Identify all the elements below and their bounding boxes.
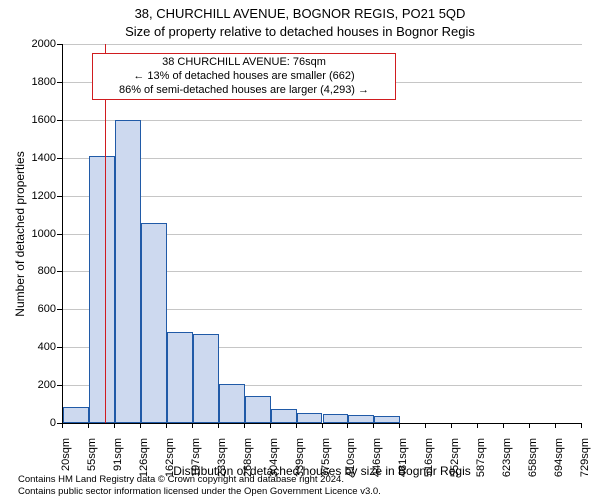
y-tick-mark [57, 271, 62, 272]
histogram-bar [374, 416, 400, 423]
y-tick-mark [57, 347, 62, 348]
histogram-bar [167, 332, 193, 423]
chart-container: { "titles": { "line1": "38, CHURCHILL AV… [0, 0, 600, 500]
y-tick-mark [57, 158, 62, 159]
y-tick-label: 1800 [16, 76, 56, 88]
gridline-h [63, 196, 582, 197]
y-tick-label: 1200 [16, 190, 56, 202]
x-tick-mark [477, 423, 478, 428]
subject-marker-line [105, 44, 106, 423]
x-tick-label: 410sqm [345, 438, 357, 477]
chart-title-line1: 38, CHURCHILL AVENUE, BOGNOR REGIS, PO21… [0, 6, 600, 21]
y-tick-mark [57, 234, 62, 235]
histogram-bar [141, 223, 167, 423]
x-tick-label: 20sqm [60, 438, 72, 471]
plot-area [62, 44, 582, 424]
x-tick-mark [529, 423, 530, 428]
gridline-h [63, 120, 582, 121]
y-tick-mark [57, 385, 62, 386]
histogram-bar [193, 334, 219, 423]
gridline-h [63, 44, 582, 45]
x-tick-mark [192, 423, 193, 428]
histogram-bar [323, 414, 349, 423]
y-tick-mark [57, 196, 62, 197]
y-tick-label: 800 [16, 265, 56, 277]
annotation-line2: ← 13% of detached houses are smaller (66… [99, 70, 389, 84]
x-tick-label: 304sqm [268, 438, 280, 477]
x-tick-label: 197sqm [190, 438, 202, 477]
x-tick-mark [244, 423, 245, 428]
x-tick-mark [166, 423, 167, 428]
histogram-bar [89, 156, 115, 423]
x-tick-mark [399, 423, 400, 428]
histogram-bar [115, 120, 141, 423]
x-tick-mark [296, 423, 297, 428]
y-tick-label: 0 [16, 417, 56, 429]
y-tick-label: 1600 [16, 114, 56, 126]
x-tick-mark [62, 423, 63, 428]
x-tick-label: 268sqm [242, 438, 254, 477]
chart-title-line2: Size of property relative to detached ho… [0, 24, 600, 39]
histogram-bar [297, 413, 323, 423]
y-tick-mark [57, 309, 62, 310]
histogram-bar [63, 407, 89, 423]
x-tick-label: 339sqm [294, 438, 306, 477]
x-tick-mark [218, 423, 219, 428]
y-tick-label: 600 [16, 303, 56, 315]
y-tick-label: 1400 [16, 152, 56, 164]
x-tick-mark [88, 423, 89, 428]
x-tick-label: 55sqm [86, 438, 98, 471]
footer-attribution: Contains HM Land Registry data © Crown c… [18, 474, 381, 497]
x-tick-label: 91sqm [112, 438, 124, 471]
x-tick-mark [347, 423, 348, 428]
y-tick-mark [57, 120, 62, 121]
y-tick-label: 400 [16, 341, 56, 353]
histogram-bar [348, 415, 374, 423]
x-tick-label: 516sqm [423, 438, 435, 477]
x-tick-mark [451, 423, 452, 428]
y-tick-mark [57, 82, 62, 83]
y-tick-label: 2000 [16, 38, 56, 50]
annotation-line1: 38 CHURCHILL AVENUE: 76sqm [99, 56, 389, 70]
histogram-bar [219, 384, 245, 423]
x-tick-mark [555, 423, 556, 428]
y-tick-label: 200 [16, 379, 56, 391]
x-tick-label: 481sqm [397, 438, 409, 477]
x-tick-mark [503, 423, 504, 428]
x-tick-mark [114, 423, 115, 428]
annotation-box: 38 CHURCHILL AVENUE: 76sqm ← 13% of deta… [92, 53, 396, 100]
x-tick-mark [425, 423, 426, 428]
x-tick-label: 623sqm [501, 438, 513, 477]
y-tick-mark [57, 44, 62, 45]
y-tick-label: 1000 [16, 228, 56, 240]
x-tick-label: 729sqm [579, 438, 591, 477]
x-tick-label: 658sqm [527, 438, 539, 477]
x-tick-mark [373, 423, 374, 428]
x-tick-label: 375sqm [320, 438, 332, 477]
annotation-line3: 86% of semi-detached houses are larger (… [99, 84, 389, 98]
x-tick-label: 587sqm [475, 438, 487, 477]
x-tick-mark [322, 423, 323, 428]
x-tick-mark [140, 423, 141, 428]
histogram-bar [271, 409, 297, 423]
histogram-bar [245, 396, 271, 423]
gridline-h [63, 158, 582, 159]
x-tick-label: 694sqm [553, 438, 565, 477]
x-tick-mark [270, 423, 271, 428]
x-tick-label: 162sqm [164, 438, 176, 477]
x-tick-mark [581, 423, 582, 428]
x-tick-label: 446sqm [371, 438, 383, 477]
x-tick-label: 552sqm [449, 438, 461, 477]
x-tick-label: 126sqm [138, 438, 150, 477]
footer-line2: Contains public sector information licen… [18, 486, 381, 497]
x-tick-label: 233sqm [216, 438, 228, 477]
